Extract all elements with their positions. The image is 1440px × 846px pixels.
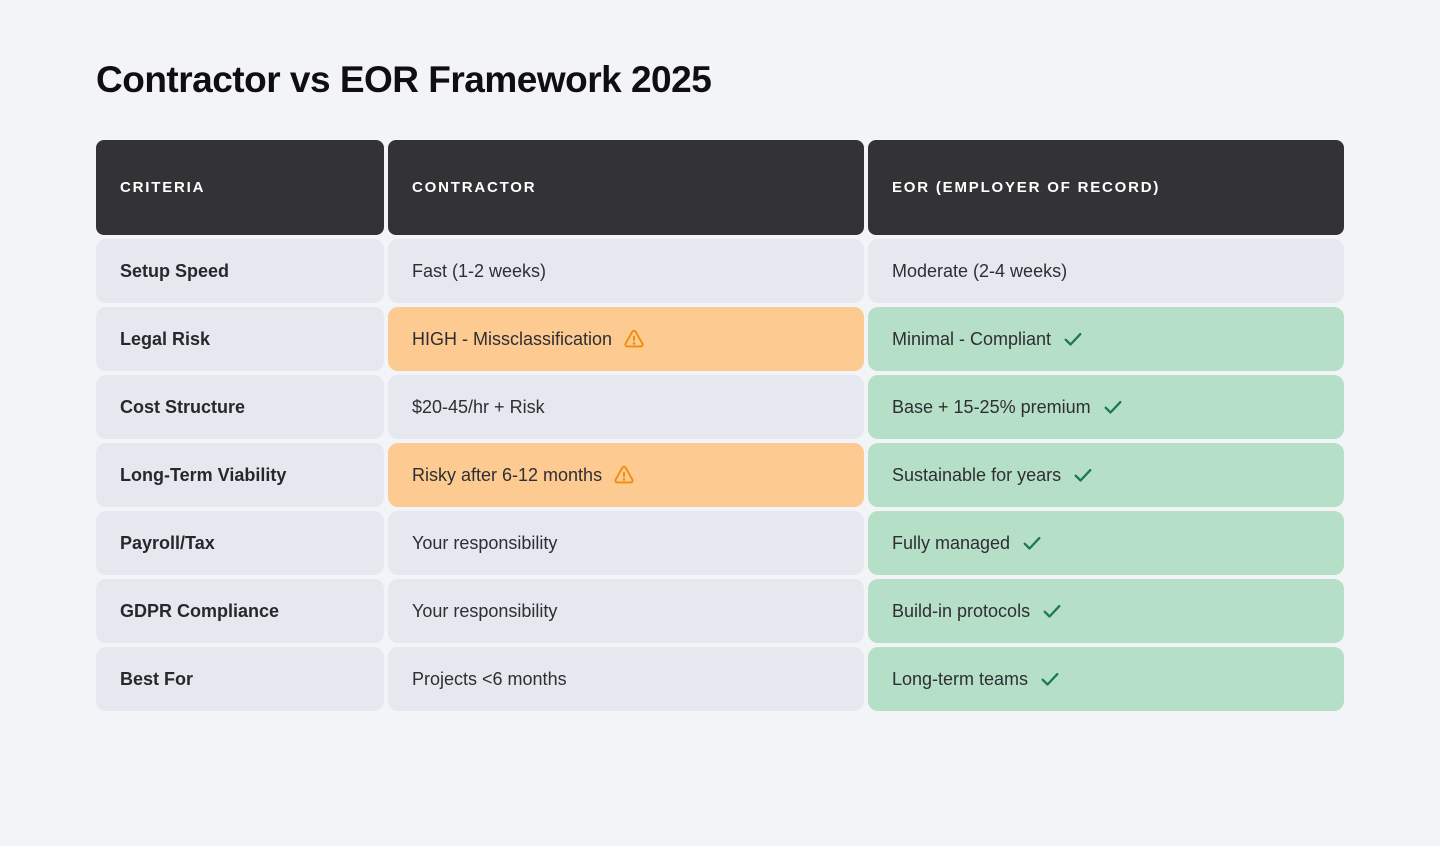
eor-value: Sustainable for years [892, 464, 1062, 485]
criteria-label: Cost Structure [120, 396, 246, 417]
contractor-cell: Your responsibility [388, 511, 864, 576]
contractor-value: HIGH - Missclassification [412, 328, 613, 349]
contractor-cell: Your responsibility [388, 579, 864, 644]
eor-value: Base + 15-25% premium [892, 396, 1091, 417]
eor-value: Fully managed [892, 532, 1011, 553]
check-icon [1039, 668, 1061, 690]
eor-cell: Moderate (2-4 weeks) [868, 239, 1344, 304]
column-header-contractor: CONTRACTOR [388, 140, 864, 236]
criteria-cell: Best For [96, 647, 384, 712]
contractor-cell: HIGH - Missclassification [388, 307, 864, 372]
check-icon [1102, 396, 1124, 418]
column-header-eor: EOR (EMPLOYER OF RECORD) [868, 140, 1344, 236]
contractor-cell: Projects <6 months [388, 647, 864, 712]
criteria-cell: Cost Structure [96, 375, 384, 440]
contractor-value: Fast (1-2 weeks) [412, 260, 547, 281]
eor-value: Long-term teams [892, 668, 1029, 689]
criteria-label: GDPR Compliance [120, 600, 280, 621]
criteria-cell: Long-Term Viability [96, 443, 384, 508]
contractor-cell: Fast (1-2 weeks) [388, 239, 864, 304]
contractor-cell: $20-45/hr + Risk [388, 375, 864, 440]
contractor-cell: Risky after 6-12 months [388, 443, 864, 508]
eor-value: Build-in protocols [892, 600, 1031, 621]
eor-value: Moderate (2-4 weeks) [892, 260, 1068, 281]
criteria-label: Best For [120, 668, 194, 689]
eor-cell: Base + 15-25% premium [868, 375, 1344, 440]
criteria-cell: Setup Speed [96, 239, 384, 304]
contractor-value: Your responsibility [412, 600, 558, 621]
criteria-label: Long-Term Viability [120, 464, 287, 485]
column-header-criteria: CRITERIA [96, 140, 384, 236]
criteria-cell: Payroll/Tax [96, 511, 384, 576]
contractor-value: Your responsibility [412, 532, 558, 553]
check-icon [1072, 464, 1094, 486]
page-title: Contractor vs EOR Framework 2025 [96, 59, 712, 100]
contractor-value: $20-45/hr + Risk [412, 396, 545, 417]
check-icon [1062, 328, 1084, 350]
check-icon [1041, 600, 1063, 622]
warning-triangle-icon [613, 464, 635, 486]
eor-cell: Sustainable for years [868, 443, 1344, 508]
contractor-value: Projects <6 months [412, 668, 567, 689]
eor-cell: Minimal - Compliant [868, 307, 1344, 372]
warning-triangle-icon [623, 328, 645, 350]
eor-value: Minimal - Compliant [892, 328, 1052, 349]
eor-cell: Long-term teams [868, 647, 1344, 712]
criteria-label: Setup Speed [120, 260, 230, 281]
check-icon [1021, 532, 1043, 554]
criteria-label: Payroll/Tax [120, 532, 215, 553]
eor-cell: Build-in protocols [868, 579, 1344, 644]
eor-cell: Fully managed [868, 511, 1344, 576]
criteria-cell: GDPR Compliance [96, 579, 384, 644]
criteria-label: Legal Risk [120, 328, 211, 349]
contractor-value: Risky after 6-12 months [412, 464, 603, 485]
comparison-table: CRITERIA CONTRACTOR EOR (EMPLOYER OF REC… [96, 140, 1344, 712]
criteria-cell: Legal Risk [96, 307, 384, 372]
